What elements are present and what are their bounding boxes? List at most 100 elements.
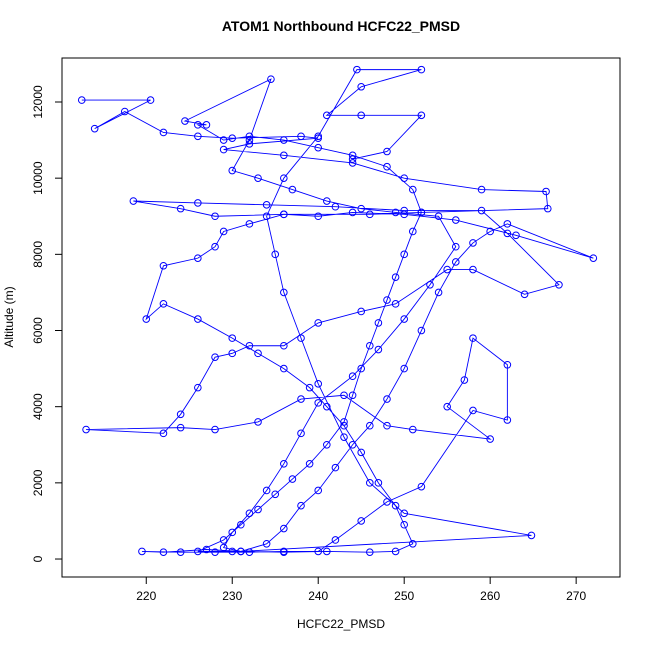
data-point [211, 548, 219, 556]
data-point [503, 229, 512, 238]
data-point [254, 174, 262, 182]
data-point [228, 166, 237, 175]
data-point [176, 204, 185, 213]
data-point [280, 460, 288, 468]
data-point [417, 111, 426, 120]
data-point [245, 136, 254, 144]
data-point [314, 132, 323, 141]
data-point [82, 425, 90, 434]
data-point [245, 220, 254, 228]
data-point [503, 416, 512, 424]
data-point [451, 258, 460, 266]
data-point [357, 204, 366, 213]
data-point [443, 265, 451, 274]
data-point [129, 197, 138, 205]
data-point [331, 202, 340, 211]
data-point [348, 391, 357, 400]
data-point [417, 65, 426, 74]
data-point [120, 107, 129, 116]
data-point [486, 435, 494, 443]
data-point [245, 509, 254, 518]
data-point [357, 307, 366, 316]
y-tick-label: 2000 [31, 469, 45, 496]
data-point [323, 402, 331, 411]
data-point [400, 364, 408, 373]
data-point [353, 65, 361, 74]
data-point [469, 239, 477, 247]
x-tick-label: 220 [136, 589, 156, 603]
data-point [245, 548, 254, 556]
data-point [451, 216, 460, 224]
x-tick-label: 260 [480, 589, 500, 603]
data-point [219, 543, 228, 552]
data-point [288, 475, 297, 483]
data-point [555, 281, 563, 289]
data-point [314, 319, 323, 327]
data-point [280, 151, 288, 160]
y-tick-label: 0 [31, 555, 45, 562]
data-point [228, 528, 237, 537]
x-tick-label: 250 [394, 589, 414, 603]
data-point [408, 185, 417, 194]
data-point [237, 520, 245, 529]
data-point [543, 204, 552, 213]
data-point [280, 364, 288, 373]
data-point [434, 288, 443, 297]
data-point [262, 486, 271, 495]
data-point [254, 418, 262, 426]
data-point [589, 254, 598, 262]
data-point [400, 210, 408, 219]
data-point [469, 265, 477, 274]
data-point [219, 145, 228, 154]
data-point [542, 187, 550, 196]
data-point [194, 383, 202, 392]
data-point [400, 315, 408, 323]
data-point [90, 124, 99, 133]
data-point [194, 315, 202, 323]
data-point [211, 425, 219, 434]
data-point [520, 290, 529, 299]
data-point [426, 281, 434, 289]
data-point [297, 132, 305, 141]
data-point [314, 143, 323, 152]
data-point [417, 208, 426, 217]
data-point [314, 547, 323, 556]
data-point [383, 162, 391, 171]
data-point [219, 536, 228, 544]
data-point [527, 531, 536, 540]
y-axis-label: Altitude (m) [2, 286, 16, 347]
data-point [357, 82, 366, 91]
data-point [297, 501, 305, 510]
data-point [159, 128, 168, 137]
data-point [400, 174, 408, 182]
data-point [280, 341, 288, 350]
data-point [262, 212, 271, 221]
data-point [297, 395, 305, 403]
data-point [228, 134, 237, 142]
data-point [159, 548, 168, 556]
data-point [383, 498, 391, 506]
data-point [451, 242, 460, 251]
data-point [400, 509, 408, 518]
data-point [408, 227, 417, 236]
data-point [503, 360, 512, 369]
data-point [194, 547, 202, 556]
data-point [348, 440, 357, 449]
data-point [314, 486, 323, 495]
data-point [297, 429, 305, 438]
data-point [357, 111, 366, 120]
data-point [460, 376, 469, 384]
data-point [391, 547, 400, 556]
data-point [297, 334, 305, 342]
data-point [228, 334, 237, 342]
data-point [340, 391, 348, 400]
data-point [348, 372, 357, 381]
data-point [323, 547, 331, 556]
data-point [146, 96, 155, 104]
data-point [374, 345, 383, 354]
data-point [374, 319, 383, 327]
y-tick-label: 8000 [31, 241, 45, 268]
data-point [228, 349, 237, 358]
data-point [159, 300, 168, 308]
